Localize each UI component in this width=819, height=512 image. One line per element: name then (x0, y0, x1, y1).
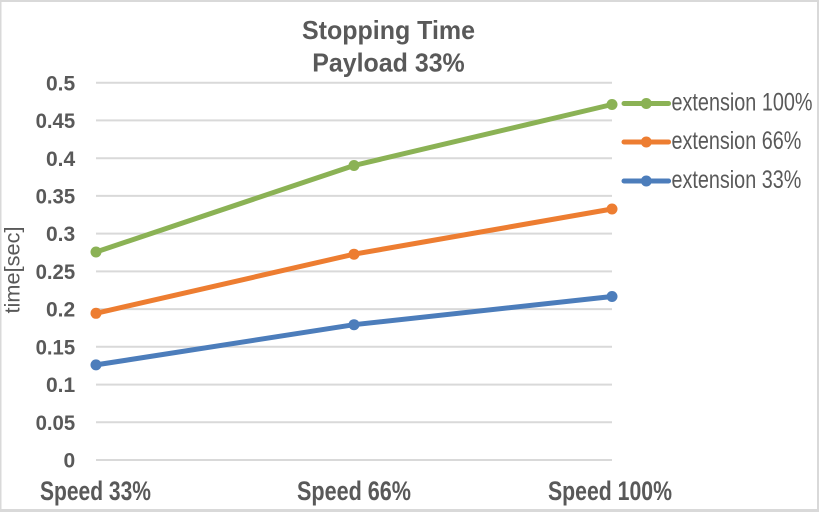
svg-text:Stopping Time: Stopping Time (302, 15, 475, 45)
svg-text:0.5: 0.5 (46, 72, 76, 95)
svg-text:Payload 33%: Payload 33% (312, 47, 465, 77)
svg-text:time[sec]: time[sec] (2, 227, 25, 314)
svg-text:Speed 66%: Speed 66% (297, 476, 411, 506)
svg-text:0.35: 0.35 (36, 186, 76, 209)
svg-text:0.45: 0.45 (36, 110, 76, 133)
svg-text:Speed 33%: Speed 33% (40, 476, 151, 506)
svg-text:0.2: 0.2 (46, 299, 75, 322)
svg-text:0.25: 0.25 (36, 261, 76, 284)
svg-text:extension 66%: extension 66% (672, 127, 802, 155)
svg-text:0.15: 0.15 (36, 336, 76, 359)
svg-text:0.05: 0.05 (36, 412, 76, 435)
svg-text:0: 0 (64, 450, 76, 473)
svg-text:extension 100%: extension 100% (672, 89, 813, 117)
svg-text:0.3: 0.3 (46, 223, 75, 246)
svg-text:Speed 100%: Speed 100% (548, 476, 672, 506)
svg-text:0.1: 0.1 (46, 374, 76, 397)
svg-text:0.4: 0.4 (46, 148, 76, 171)
svg-text:extension 33%: extension 33% (672, 166, 802, 194)
